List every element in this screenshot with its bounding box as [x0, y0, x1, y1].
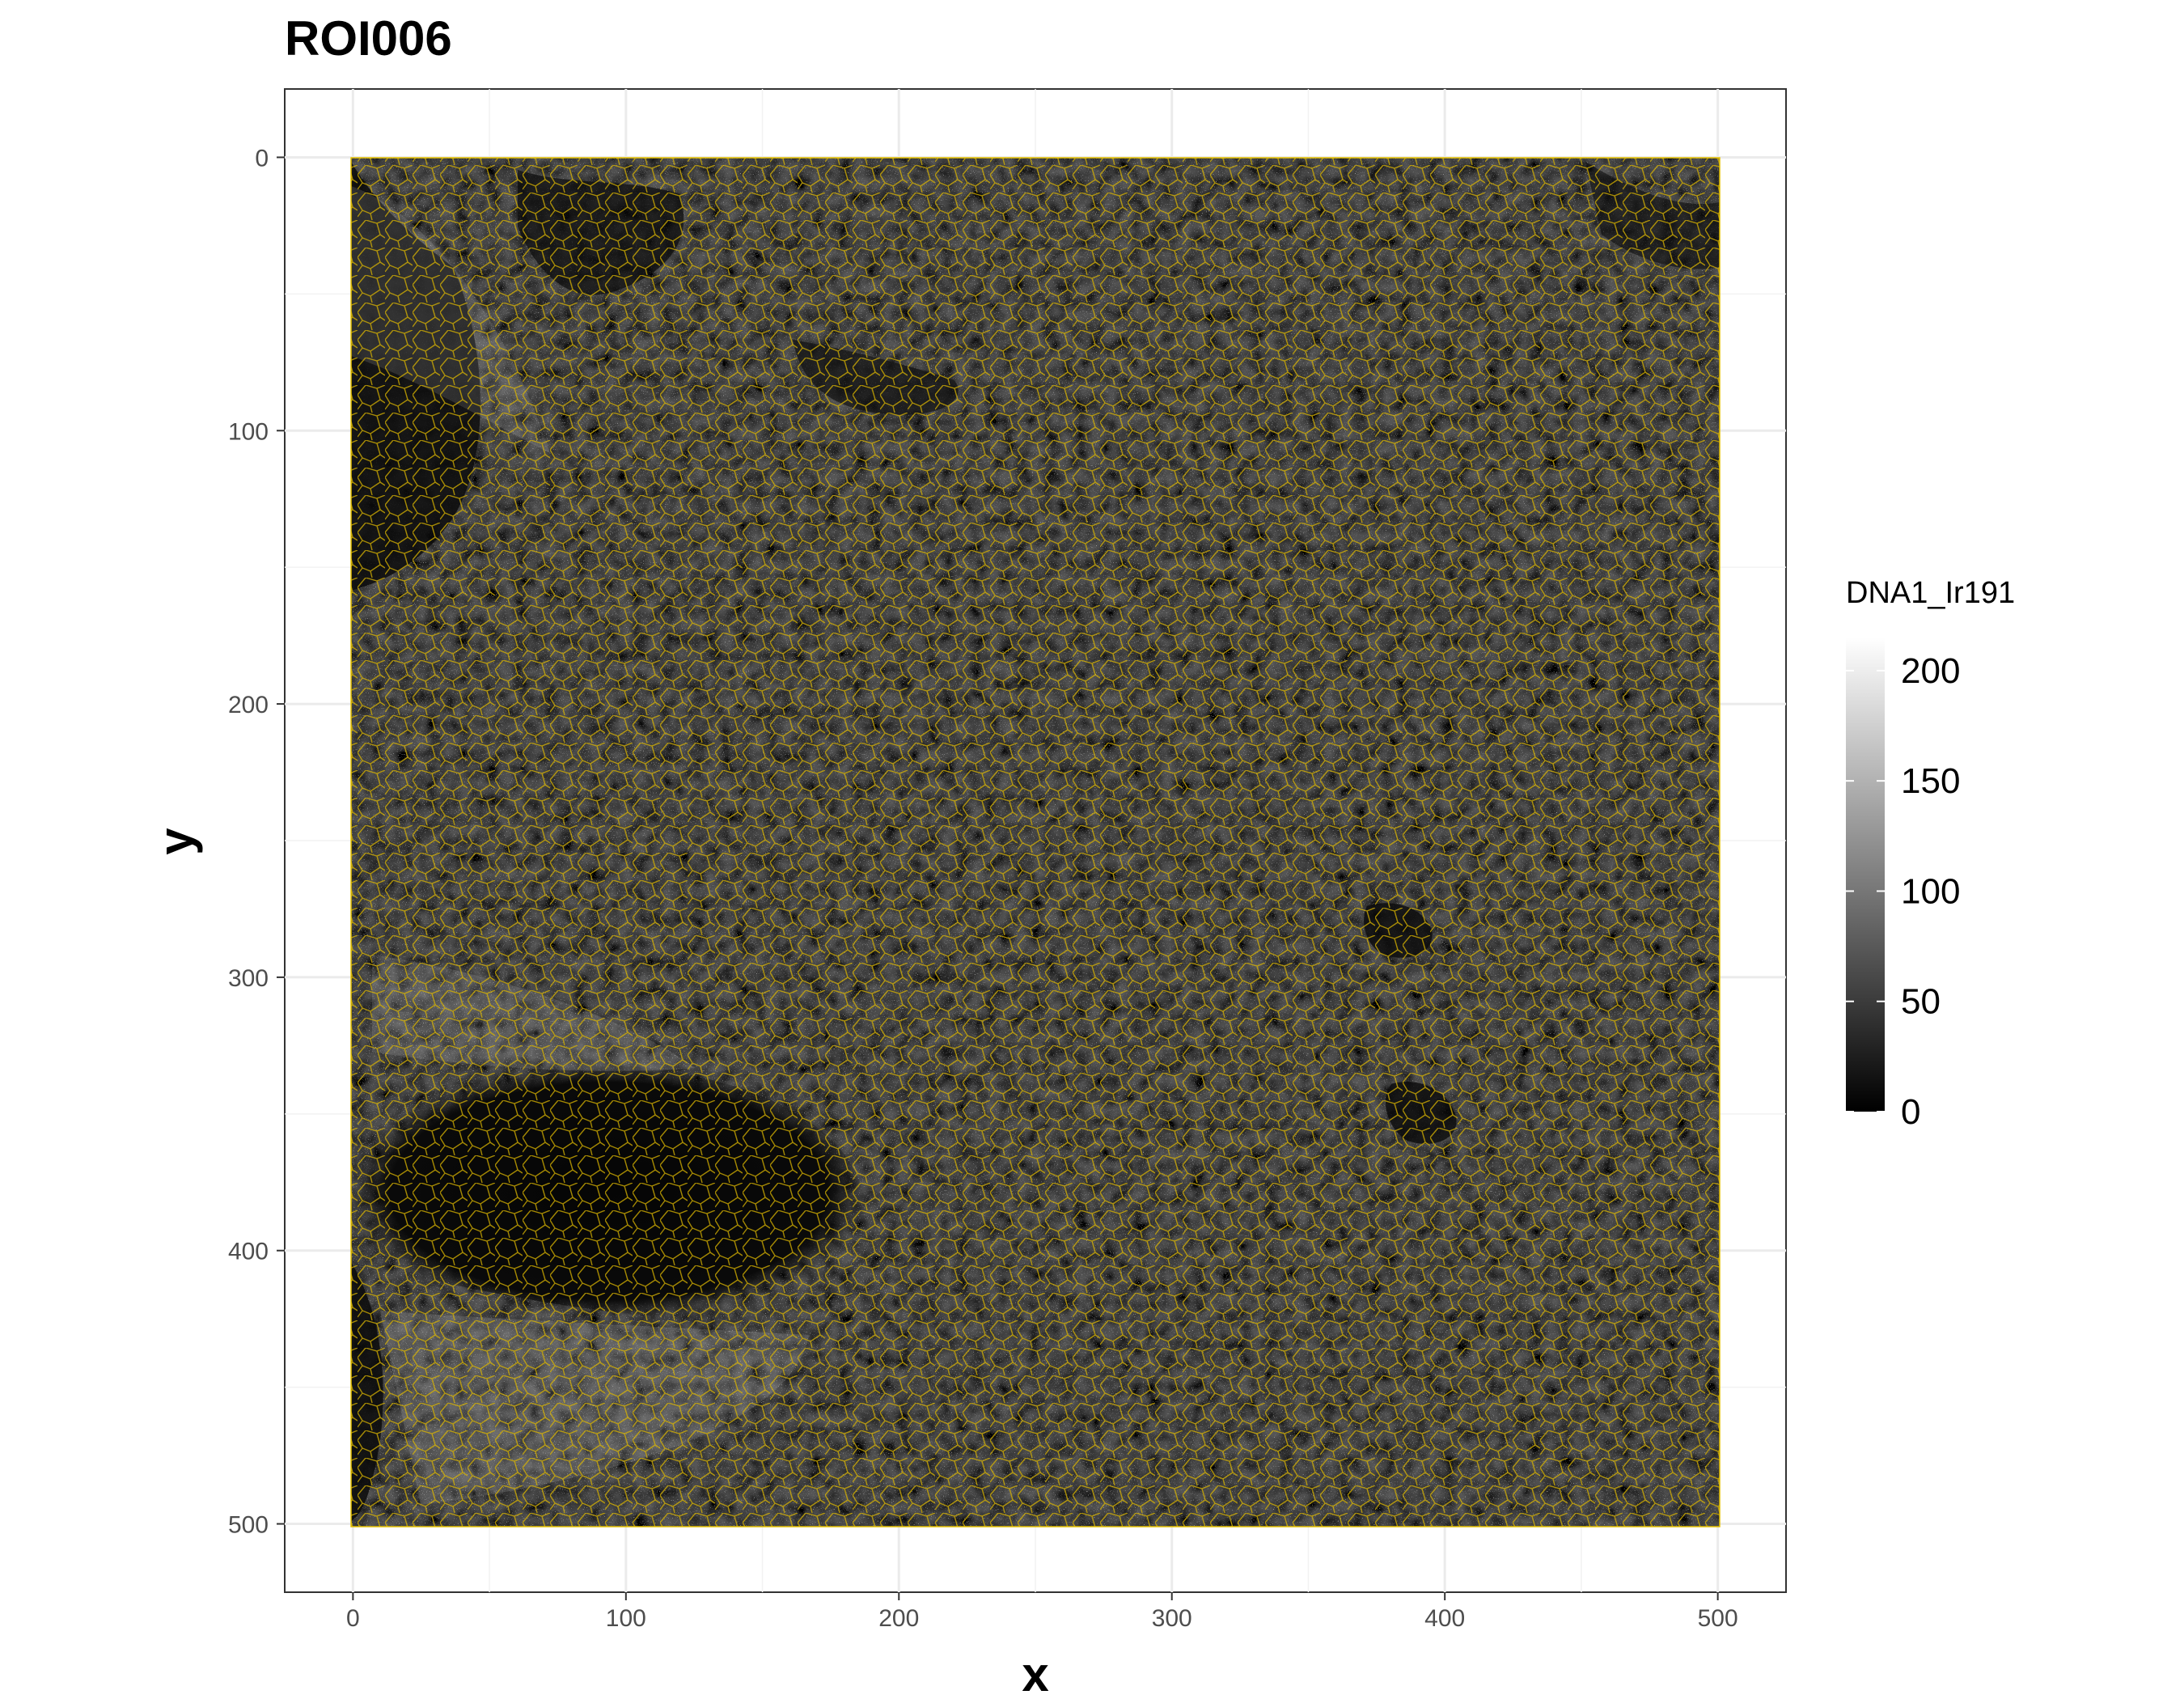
image-raster — [350, 157, 1721, 1527]
legend-label-1: 50 — [1901, 982, 1941, 1022]
legend-label-4: 200 — [1901, 651, 1960, 691]
axes: 0 100 200 300 400 500 0 100 200 300 400 500 — [228, 145, 1738, 1632]
y-tick-label-4: 400 — [228, 1239, 269, 1265]
y-tick-label-0: 0 — [255, 145, 269, 172]
x-tick-label-1: 100 — [606, 1605, 646, 1632]
legend: DNA1_Ir191 0 50 100 150 200 — [1846, 576, 2015, 1132]
y-axis-title: y — [149, 828, 203, 855]
y-tick-label-2: 200 — [228, 692, 269, 718]
x-tick-label-3: 300 — [1152, 1605, 1192, 1632]
x-tick-label-5: 500 — [1698, 1605, 1738, 1632]
chart-title: ROI006 — [285, 11, 452, 66]
x-tick-label-4: 400 — [1424, 1605, 1465, 1632]
y-tick-label-5: 500 — [228, 1512, 269, 1539]
y-tick-label-3: 300 — [228, 965, 269, 992]
colorbar — [1846, 638, 1885, 1112]
legend-label-3: 150 — [1901, 761, 1960, 801]
legend-label-0: 0 — [1901, 1092, 1920, 1132]
x-tick-label-2: 200 — [878, 1605, 919, 1632]
y-tick-label-1: 100 — [228, 418, 269, 445]
x-axis-title: x — [1022, 1647, 1048, 1699]
legend-label-2: 100 — [1901, 871, 1960, 911]
x-tick-label-0: 0 — [346, 1605, 360, 1632]
legend-title: DNA1_Ir191 — [1846, 576, 2015, 610]
